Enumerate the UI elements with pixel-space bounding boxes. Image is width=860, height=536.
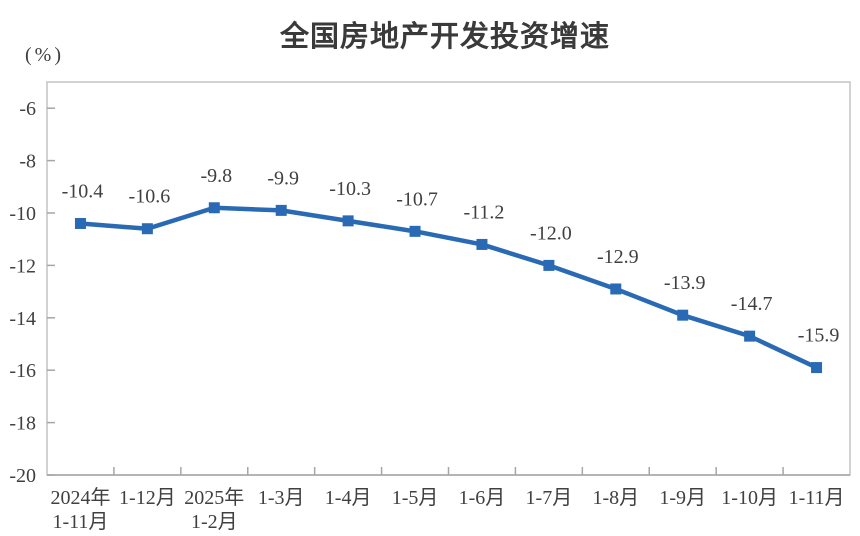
x-axis-category-label-line: 1-8月 bbox=[592, 487, 639, 509]
x-axis-category-label-line: 1-11月 bbox=[52, 511, 108, 533]
y-axis-tick-label: -20 bbox=[9, 465, 36, 487]
data-point-marker bbox=[409, 225, 421, 237]
data-point-marker bbox=[610, 283, 622, 295]
y-axis-tick-label: -12 bbox=[9, 255, 36, 277]
data-point-marker bbox=[744, 330, 756, 342]
x-axis-category-label: 1-3月 bbox=[258, 487, 305, 509]
data-point-label: -10.6 bbox=[129, 186, 171, 208]
x-axis-category-label-line: 1-11月 bbox=[789, 487, 845, 509]
data-point-label: -12.0 bbox=[530, 222, 572, 244]
data-point-marker bbox=[141, 223, 153, 235]
x-axis-category-label: 2024年 1-11月 bbox=[50, 486, 110, 533]
data-point-marker bbox=[543, 259, 555, 271]
y-axis-tick-label: -6 bbox=[19, 98, 36, 120]
data-point-marker bbox=[275, 204, 287, 216]
x-axis-category-label-line: 1-9月 bbox=[659, 487, 706, 509]
x-axis-category-label-line: 1-2月 bbox=[191, 511, 238, 533]
x-axis-category-label-line: 1-3月 bbox=[258, 487, 305, 509]
data-point-label: -10.7 bbox=[396, 188, 438, 210]
x-axis-category-label: 1-7月 bbox=[526, 487, 573, 509]
data-point-label: -14.7 bbox=[731, 293, 773, 315]
chart-title: 全国房地产开发投资增速 bbox=[279, 21, 610, 53]
x-axis-category-label: 1-6月 bbox=[459, 487, 506, 509]
data-point-label: -12.9 bbox=[597, 246, 639, 268]
x-axis-category-label: 1-11月 bbox=[789, 487, 845, 509]
x-axis-category-label-line: 1-6月 bbox=[459, 487, 506, 509]
data-point-marker bbox=[476, 238, 488, 250]
data-point-marker bbox=[74, 217, 86, 229]
x-axis-category-label: 1-8月 bbox=[592, 487, 639, 509]
x-axis-category-label-line: 1-7月 bbox=[526, 487, 573, 509]
data-point-label: -9.9 bbox=[267, 167, 299, 189]
plot-area-border bbox=[46, 81, 851, 476]
y-axis-tick-label: -10 bbox=[9, 203, 36, 225]
data-point-marker bbox=[811, 362, 823, 374]
x-axis-category-label-line: 1-4月 bbox=[325, 487, 372, 509]
data-point-label: -11.2 bbox=[463, 201, 504, 223]
x-axis-category-label-line: 1-5月 bbox=[392, 487, 439, 509]
x-axis-category-label: 2025年 1-2月 bbox=[184, 486, 244, 533]
y-axis-unit-label: (%) bbox=[25, 44, 64, 66]
x-axis-category-label-line: 1-12月 bbox=[119, 487, 176, 509]
data-point-label: -10.4 bbox=[62, 180, 104, 202]
data-point-label: -9.8 bbox=[200, 165, 232, 187]
x-axis-category-label: 1-4月 bbox=[325, 487, 372, 509]
x-axis-category-label: 1-5月 bbox=[392, 487, 439, 509]
x-axis-category-label-line: 1-10月 bbox=[721, 487, 778, 509]
x-axis-category-label-line: 2025年 bbox=[184, 486, 244, 509]
data-point-marker bbox=[208, 202, 220, 214]
data-point-label: -15.9 bbox=[798, 325, 840, 347]
series-line bbox=[78, 205, 819, 370]
y-axis-tick-label: -18 bbox=[9, 413, 36, 435]
data-point-marker bbox=[677, 309, 689, 321]
x-axis-category-label: 1-10月 bbox=[721, 487, 778, 509]
x-axis-category-label-line: 2024年 bbox=[50, 486, 110, 509]
data-point-marker bbox=[342, 215, 354, 227]
data-point-label: -13.9 bbox=[664, 272, 706, 294]
y-axis-tick-label: -8 bbox=[19, 151, 36, 173]
x-axis-category-label: 1-12月 bbox=[119, 487, 176, 509]
y-axis-tick-label: -14 bbox=[9, 308, 36, 330]
data-point-label: -10.3 bbox=[329, 178, 371, 200]
x-axis-category-label: 1-9月 bbox=[659, 487, 706, 509]
y-axis-tick-label: -16 bbox=[9, 360, 36, 382]
